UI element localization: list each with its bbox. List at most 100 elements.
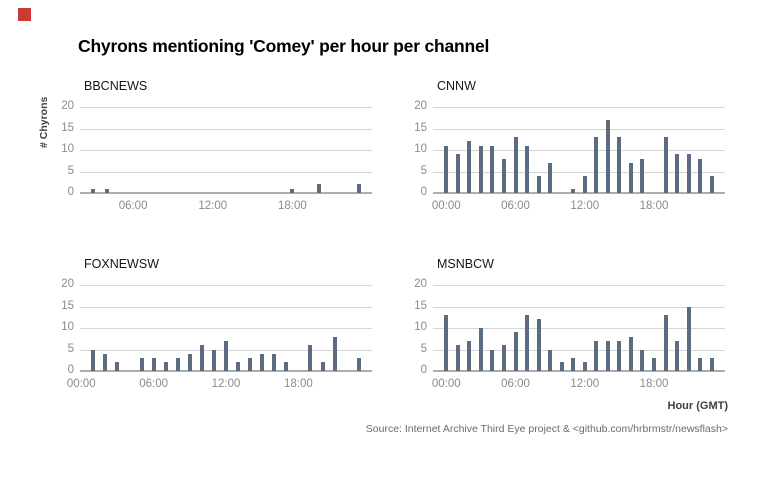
bar-msnbcw-h10 [559,362,564,371]
bar-foxnewsw-h16 [272,353,277,371]
bar-foxnewsw-h12 [224,340,228,371]
gridline-y20 [80,285,372,286]
bar-msnbcw-h7 [525,315,530,371]
bar-cnnw-h15 [617,137,622,193]
bar-bbcnews-h3 [91,188,96,193]
bar-cnnw-h7 [525,145,530,193]
gridline-y15 [80,306,372,308]
x-tick-label: 00:00 [66,378,96,390]
gridline-y15 [80,128,372,130]
x-axis-line [433,370,725,372]
bar-msnbcw-h2 [467,340,472,371]
bar-msnbcw-h8 [536,319,541,371]
x-tick-label: 00:00 [431,200,461,212]
bar-bbcnews-h20 [316,184,321,193]
bar-cnnw-h19 [663,137,668,193]
x-tick-label: 12:00 [570,200,600,212]
bar-foxnewsw-h5 [139,358,144,371]
red-marker [18,8,31,21]
y-tick-label: 15 [61,121,74,134]
bar-msnbcw-h5 [501,345,506,371]
gridline-y20 [80,107,372,108]
bar-msnbcw-h13 [594,340,599,371]
bar-cnnw-h8 [536,175,541,193]
y-tick-label: 10 [61,143,74,155]
plot-area-msnbcw [433,285,725,372]
bar-cnnw-h6 [513,137,518,193]
x-tick-label: 18:00 [277,200,307,212]
bar-msnbcw-h22 [698,358,703,371]
y-tick-label: 10 [414,321,427,333]
bar-msnbcw-h18 [652,358,657,371]
y-tick-label: 15 [61,299,74,312]
bar-cnnw-h1 [455,154,460,193]
gridline-y20 [433,107,725,108]
gridline-y5 [80,171,372,173]
y-tick-label: 5 [420,164,427,177]
x-axis-line [80,370,372,372]
bar-cnnw-h23 [709,175,714,193]
y-tick-label: 15 [414,299,427,312]
y-tick-label: 10 [61,321,74,333]
y-tick-label: 5 [67,342,74,355]
x-axis-title: Hour (GMT) [667,400,728,412]
bar-cnnw-h17 [640,158,645,193]
y-tick-label: 0 [67,186,74,198]
bar-msnbcw-h21 [686,306,691,371]
bar-msnbcw-h23 [709,358,714,371]
y-tick-label: 20 [61,278,74,290]
bar-msnbcw-h1 [455,345,460,371]
bar-msnbcw-h0 [444,315,449,371]
bar-foxnewsw-h1 [91,349,96,371]
bar-foxnewsw-h13 [236,362,241,371]
bar-foxnewsw-h19 [308,345,313,371]
x-tick-label: 12:00 [211,378,241,390]
gridline-y10 [80,328,372,329]
bar-msnbcw-h17 [640,349,645,371]
bar-msnbcw-h6 [513,332,518,371]
gridline-y5 [433,171,725,173]
bar-cnnw-h11 [571,188,576,193]
bar-foxnewsw-h15 [260,353,265,371]
gridline-y15 [433,306,725,308]
x-tick-label: 06:00 [139,378,168,390]
plot-area-bbcnews [80,107,372,194]
x-tick-label: 06:00 [118,200,148,212]
gridline-y10 [80,150,372,151]
plot-area-cnnw [433,107,725,194]
gridline-y5 [433,349,725,351]
bar-cnnw-h16 [628,162,633,193]
bar-cnnw-h21 [686,154,691,193]
bar-foxnewsw-h8 [175,358,180,371]
bar-msnbcw-h20 [675,340,680,371]
bar-foxnewsw-h14 [248,358,253,371]
y-tick-label: 10 [414,143,427,155]
bar-foxnewsw-h21 [332,336,337,371]
bar-foxnewsw-h6 [151,358,156,371]
bar-msnbcw-h11 [571,358,576,371]
bar-cnnw-h4 [490,145,495,193]
bar-cnnw-h9 [548,162,553,193]
bar-foxnewsw-h11 [211,349,216,371]
bar-cnnw-h3 [478,145,483,193]
bar-foxnewsw-h17 [284,362,289,371]
bar-cnnw-h0 [444,145,449,193]
x-tick-label: 06:00 [501,378,530,390]
bar-foxnewsw-h3 [115,362,120,371]
x-axis-line [433,192,725,194]
bar-msnbcw-h14 [605,340,610,371]
bar-msnbcw-h16 [628,336,633,371]
x-tick-label: 12:00 [198,200,228,212]
y-tick-label: 15 [414,121,427,134]
y-tick-label: 20 [414,100,427,112]
bar-cnnw-h22 [698,158,703,193]
x-tick-label: 12:00 [570,378,600,390]
y-tick-label: 20 [61,100,74,112]
x-tick-label: 06:00 [501,200,530,212]
bar-msnbcw-h15 [617,340,622,371]
bar-foxnewsw-h10 [199,345,204,371]
gridline-y20 [433,285,725,286]
gridline-y15 [433,128,725,130]
bar-bbcnews-h4 [104,188,109,193]
y-tick-label: 0 [420,186,427,198]
